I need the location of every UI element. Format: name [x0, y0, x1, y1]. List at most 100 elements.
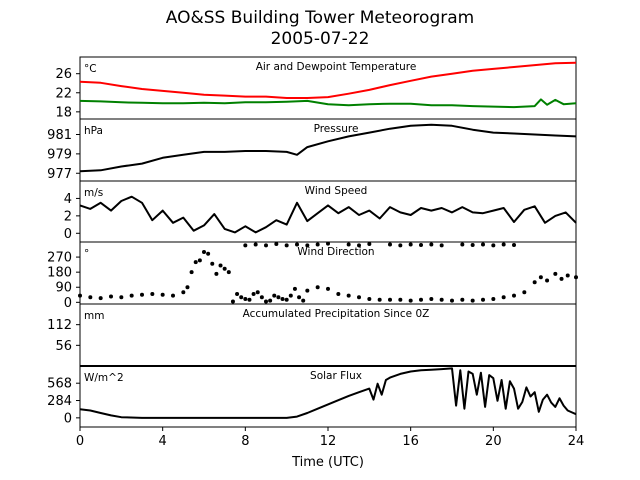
x-tick-label: 12 [320, 434, 337, 449]
panel-2: 0 2 4 Wind Speed m/s [64, 180, 577, 243]
y-tick-label: 977 [47, 167, 72, 182]
data-point [230, 299, 235, 304]
data-point [297, 295, 302, 300]
series-line-0 [79, 367, 577, 419]
data-point [419, 243, 423, 248]
data-point [460, 242, 465, 247]
data-point [522, 290, 527, 295]
data-point [276, 295, 281, 300]
y-tick-label: 2 [64, 209, 72, 224]
data-point [398, 243, 403, 248]
x-axis-label: Time (UTC) [291, 455, 364, 470]
unit-label: °C [84, 63, 97, 75]
data-point [408, 242, 413, 247]
data-point [559, 276, 564, 281]
data-point [197, 258, 202, 263]
data-point [119, 295, 124, 300]
data-point [460, 297, 465, 302]
x-tick-label: 16 [402, 434, 419, 449]
panel-5: 0 284 568 Solar Flux W/m^2 [47, 365, 577, 428]
data-point [553, 271, 558, 276]
data-point [264, 243, 268, 248]
y-tick-label: 568 [47, 377, 72, 392]
data-point [545, 278, 550, 283]
data-point [481, 297, 485, 302]
data-point [202, 250, 206, 255]
y-tick-label: 0 [64, 227, 72, 242]
data-point [255, 290, 260, 295]
chart-title: AO&SS Building Tower Meteorogram [165, 8, 475, 28]
data-point [305, 288, 310, 293]
data-point [470, 298, 475, 303]
y-tick-label: 0 [64, 411, 72, 426]
unit-label: ° [84, 248, 89, 260]
data-point [470, 243, 475, 248]
data-point [512, 243, 516, 248]
y-tick-label: 18 [55, 105, 72, 120]
y-tick-label: 0 [64, 296, 72, 311]
x-tick-label: 4 [159, 434, 167, 449]
series-line-0 [79, 195, 577, 234]
data-point [367, 242, 372, 247]
data-point [538, 275, 543, 280]
data-point [185, 285, 190, 290]
data-point [251, 291, 256, 296]
data-point [247, 297, 252, 302]
data-point [239, 295, 244, 300]
panel-title: Pressure [314, 123, 359, 135]
data-point [357, 243, 361, 248]
data-point [408, 298, 413, 303]
data-point [284, 297, 289, 302]
unit-label: hPa [84, 125, 103, 137]
data-point [377, 297, 382, 302]
data-point [532, 280, 537, 285]
data-point [326, 286, 330, 291]
y-tick-label: 22 [55, 86, 72, 101]
data-point [491, 243, 496, 248]
panel-title: Wind Direction [297, 246, 374, 258]
data-point [189, 270, 194, 275]
y-tick-label: 284 [47, 394, 72, 409]
data-point [268, 298, 273, 303]
panel-title: Wind Speed [305, 185, 368, 197]
series-line-0 [79, 123, 577, 173]
data-point [253, 242, 258, 247]
data-point [388, 242, 392, 247]
y-tick-label: 90 [55, 281, 72, 296]
y-tick-label: 180 [47, 266, 72, 281]
data-point [501, 295, 506, 300]
data-point [171, 293, 175, 298]
x-tick-label: 0 [76, 434, 84, 449]
y-tick-label: 4 [64, 192, 72, 207]
data-point [218, 263, 223, 268]
data-point [210, 261, 215, 266]
data-point [288, 293, 293, 298]
data-point [226, 270, 231, 275]
data-point [419, 297, 423, 302]
data-point [429, 296, 434, 301]
data-point [565, 273, 570, 278]
panel-title: Solar Flux [310, 370, 362, 382]
data-point [264, 299, 268, 304]
data-point [206, 251, 211, 256]
data-point [292, 286, 297, 291]
x-tick-label: 24 [568, 434, 585, 449]
data-point [574, 275, 578, 280]
data-point [315, 285, 320, 290]
data-point [272, 293, 277, 298]
data-point [98, 296, 103, 301]
data-point [88, 295, 93, 300]
data-point [109, 294, 113, 299]
data-point [150, 291, 155, 296]
data-point [78, 293, 82, 298]
y-tick-label: 981 [47, 128, 72, 143]
data-point [512, 293, 516, 298]
data-point [346, 242, 351, 247]
data-point [429, 242, 434, 247]
data-point [398, 297, 403, 302]
data-point [346, 293, 351, 298]
data-point [336, 291, 341, 296]
data-point [388, 297, 392, 302]
data-point [280, 296, 285, 301]
series-line-1 [79, 98, 577, 109]
